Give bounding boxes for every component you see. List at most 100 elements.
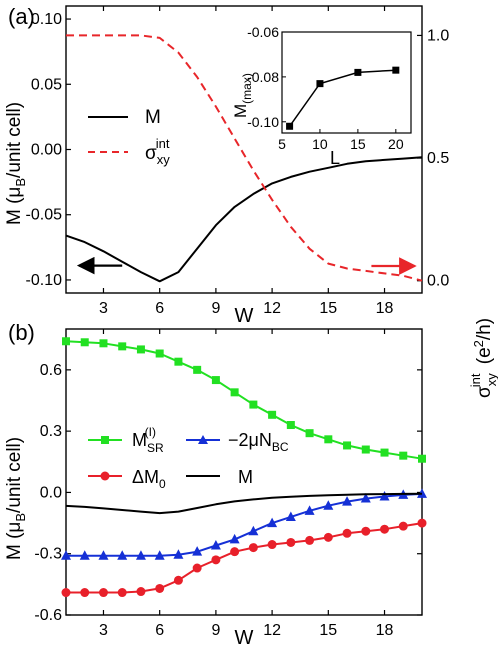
legend-dm0-label: ΔM0 bbox=[132, 467, 166, 491]
panel-b-dm0-point bbox=[323, 532, 333, 542]
inset-point bbox=[316, 80, 324, 88]
inset-xtick-label: 5 bbox=[278, 136, 286, 152]
panel-b-msr-point bbox=[230, 388, 239, 397]
panel-b: (b) 3 6 9 12 15 18 -0.6 -0.3 0.0 0.3 0.6 W M (μB/u… bbox=[4, 320, 427, 649]
panel-b-dm0-point bbox=[98, 588, 108, 598]
panel-b-ytick-label: -0.6 bbox=[34, 607, 62, 624]
panel-b-msr-point bbox=[62, 337, 70, 346]
panel-b-msr-point bbox=[136, 345, 145, 354]
panel-b-dm0-point bbox=[230, 547, 240, 557]
panel-b-dm0-point bbox=[380, 524, 390, 534]
panel-b-xtick-label: 18 bbox=[376, 622, 394, 639]
panel-a-legend: M σxyint bbox=[88, 107, 170, 167]
panel-b-ytick-label: 0.0 bbox=[40, 484, 62, 501]
panel-b-nbc-point bbox=[154, 550, 165, 560]
panel-a-ytick-right-label: 0.0 bbox=[427, 273, 449, 290]
panel-b-dm0-point bbox=[155, 583, 165, 593]
panel-a-label: (a) bbox=[8, 4, 35, 29]
panel-a-xlabel: W bbox=[235, 305, 254, 327]
panel-b-dm0-point bbox=[211, 555, 221, 565]
panel-b-nbc-point bbox=[135, 550, 146, 560]
panel-b-ticks: 3 6 9 12 15 18 -0.6 -0.3 0.0 0.3 0.6 bbox=[34, 329, 422, 639]
panel-b-xtick-label: 3 bbox=[99, 622, 108, 639]
legend-nbc-label: −2μNBC bbox=[228, 430, 289, 454]
panel-b-nbc-point bbox=[304, 505, 315, 515]
inset-ytick-label: -0.08 bbox=[247, 69, 279, 85]
panel-a-xtick-label: 12 bbox=[263, 300, 281, 317]
panel-b-plot-frame bbox=[65, 328, 423, 616]
panel-b-ytick-label: 0.3 bbox=[40, 423, 62, 440]
panel-b-msr-point bbox=[80, 338, 89, 347]
panel-b-msr-point bbox=[249, 400, 258, 409]
panel-b-dm0-point bbox=[361, 526, 371, 536]
panel-b-msr-point bbox=[361, 445, 370, 454]
legend-msr-label: MSR(I) bbox=[132, 425, 164, 455]
panel-b-dm0-point bbox=[117, 588, 127, 598]
panel-b-xlabel: W bbox=[235, 627, 254, 649]
panel-a-ticks: 3 6 9 12 15 18 -0.10 -0.05 0.00 0.05 0.10 0.0 0.5 1.0 bbox=[26, 6, 449, 317]
panel-b-m-line bbox=[65, 492, 423, 515]
panel-b-msr-point bbox=[286, 421, 295, 430]
inset-point bbox=[286, 122, 294, 130]
panel-b-dm0-point bbox=[342, 528, 352, 538]
legend-dm0-marker bbox=[100, 471, 110, 481]
panel-b-nbc-point bbox=[248, 525, 259, 536]
inset-ylabel: M(max) bbox=[231, 73, 254, 118]
panel-b-nbc-point bbox=[417, 488, 427, 498]
panel-a-ytick-left-label: -0.05 bbox=[26, 207, 63, 224]
legend-msr-marker bbox=[101, 436, 109, 444]
inset-line bbox=[286, 66, 400, 130]
panel-b-label: (b) bbox=[8, 320, 35, 345]
panel-b-nbc-point bbox=[267, 517, 278, 528]
panel-b-msr-point bbox=[305, 429, 314, 438]
panel-b-msr-point bbox=[343, 441, 352, 450]
panel-a-ytick-left-label: 0.00 bbox=[31, 142, 62, 159]
panel-a-xtick-label: 6 bbox=[155, 300, 164, 317]
panel-b-dm0-point bbox=[173, 575, 183, 585]
panel-b-ylabel: M (μB/unit cell) bbox=[4, 437, 28, 560]
panel-b-dm0-point bbox=[267, 540, 277, 550]
inset-xtick-label: 10 bbox=[312, 136, 328, 152]
inset-series-line bbox=[288, 69, 396, 127]
panel-a-ylabel-right: σxyint (e2/h) bbox=[468, 318, 498, 398]
panel-b-ylabel-text: M (μB/unit cell) bbox=[4, 437, 28, 560]
inset-frame bbox=[281, 31, 412, 134]
panel-b-nbc-point bbox=[192, 546, 203, 556]
panel-b-nbc-point bbox=[360, 493, 371, 503]
sigma-series-line bbox=[66, 34, 423, 282]
panel-b-nbc-point bbox=[79, 550, 90, 560]
m-series-line bbox=[65, 156, 423, 283]
panel-b-dm0-point bbox=[136, 587, 146, 597]
panel-a-ytick-right-label: 1.0 bbox=[427, 27, 449, 44]
panel-a-xtick-label: 15 bbox=[319, 300, 337, 317]
panel-a-ylabel-left-text: M (μB/unit cell) bbox=[4, 102, 28, 225]
panel-b-xtick-label: 6 bbox=[155, 622, 164, 639]
panel-b-dm0-point bbox=[61, 588, 71, 598]
panel-a-lines bbox=[65, 34, 423, 283]
panel-b-xtick-label: 9 bbox=[211, 622, 220, 639]
panel-b-xtick-label: 12 bbox=[263, 622, 281, 639]
inset-ticks: 5 10 15 20 -0.10 -0.08 -0.06 bbox=[247, 24, 404, 152]
panel-b-dm0-point bbox=[248, 543, 258, 553]
panel-b-nbc-point bbox=[285, 511, 296, 521]
panel-b-nbc-point bbox=[342, 496, 353, 506]
panel-b-dm0-point bbox=[80, 588, 90, 598]
panel-b-dm0-point bbox=[286, 537, 296, 547]
panel-b-nbc-point bbox=[98, 550, 109, 560]
panel-b-msr-point bbox=[155, 349, 164, 358]
panel-b-nbc-point bbox=[173, 549, 184, 559]
panel-b-msr-point bbox=[380, 448, 389, 457]
panel-b-dm0-point bbox=[192, 563, 202, 573]
panel-b-ytick-label: 0.6 bbox=[40, 362, 62, 379]
panel-b-nbc-point bbox=[210, 540, 221, 550]
panel-a-xtick-label: 3 bbox=[99, 300, 108, 317]
panel-b-dm0-point bbox=[417, 518, 427, 528]
panel-b-msr-point bbox=[324, 435, 333, 444]
legend-sigma-label: σxyint bbox=[145, 136, 170, 167]
panel-b-nbc-point bbox=[61, 550, 71, 560]
panel-b-msr-point bbox=[418, 454, 426, 463]
inset-point bbox=[392, 66, 400, 74]
inset-xtick-label: 20 bbox=[388, 136, 404, 152]
panel-b-msr-point bbox=[193, 365, 202, 374]
